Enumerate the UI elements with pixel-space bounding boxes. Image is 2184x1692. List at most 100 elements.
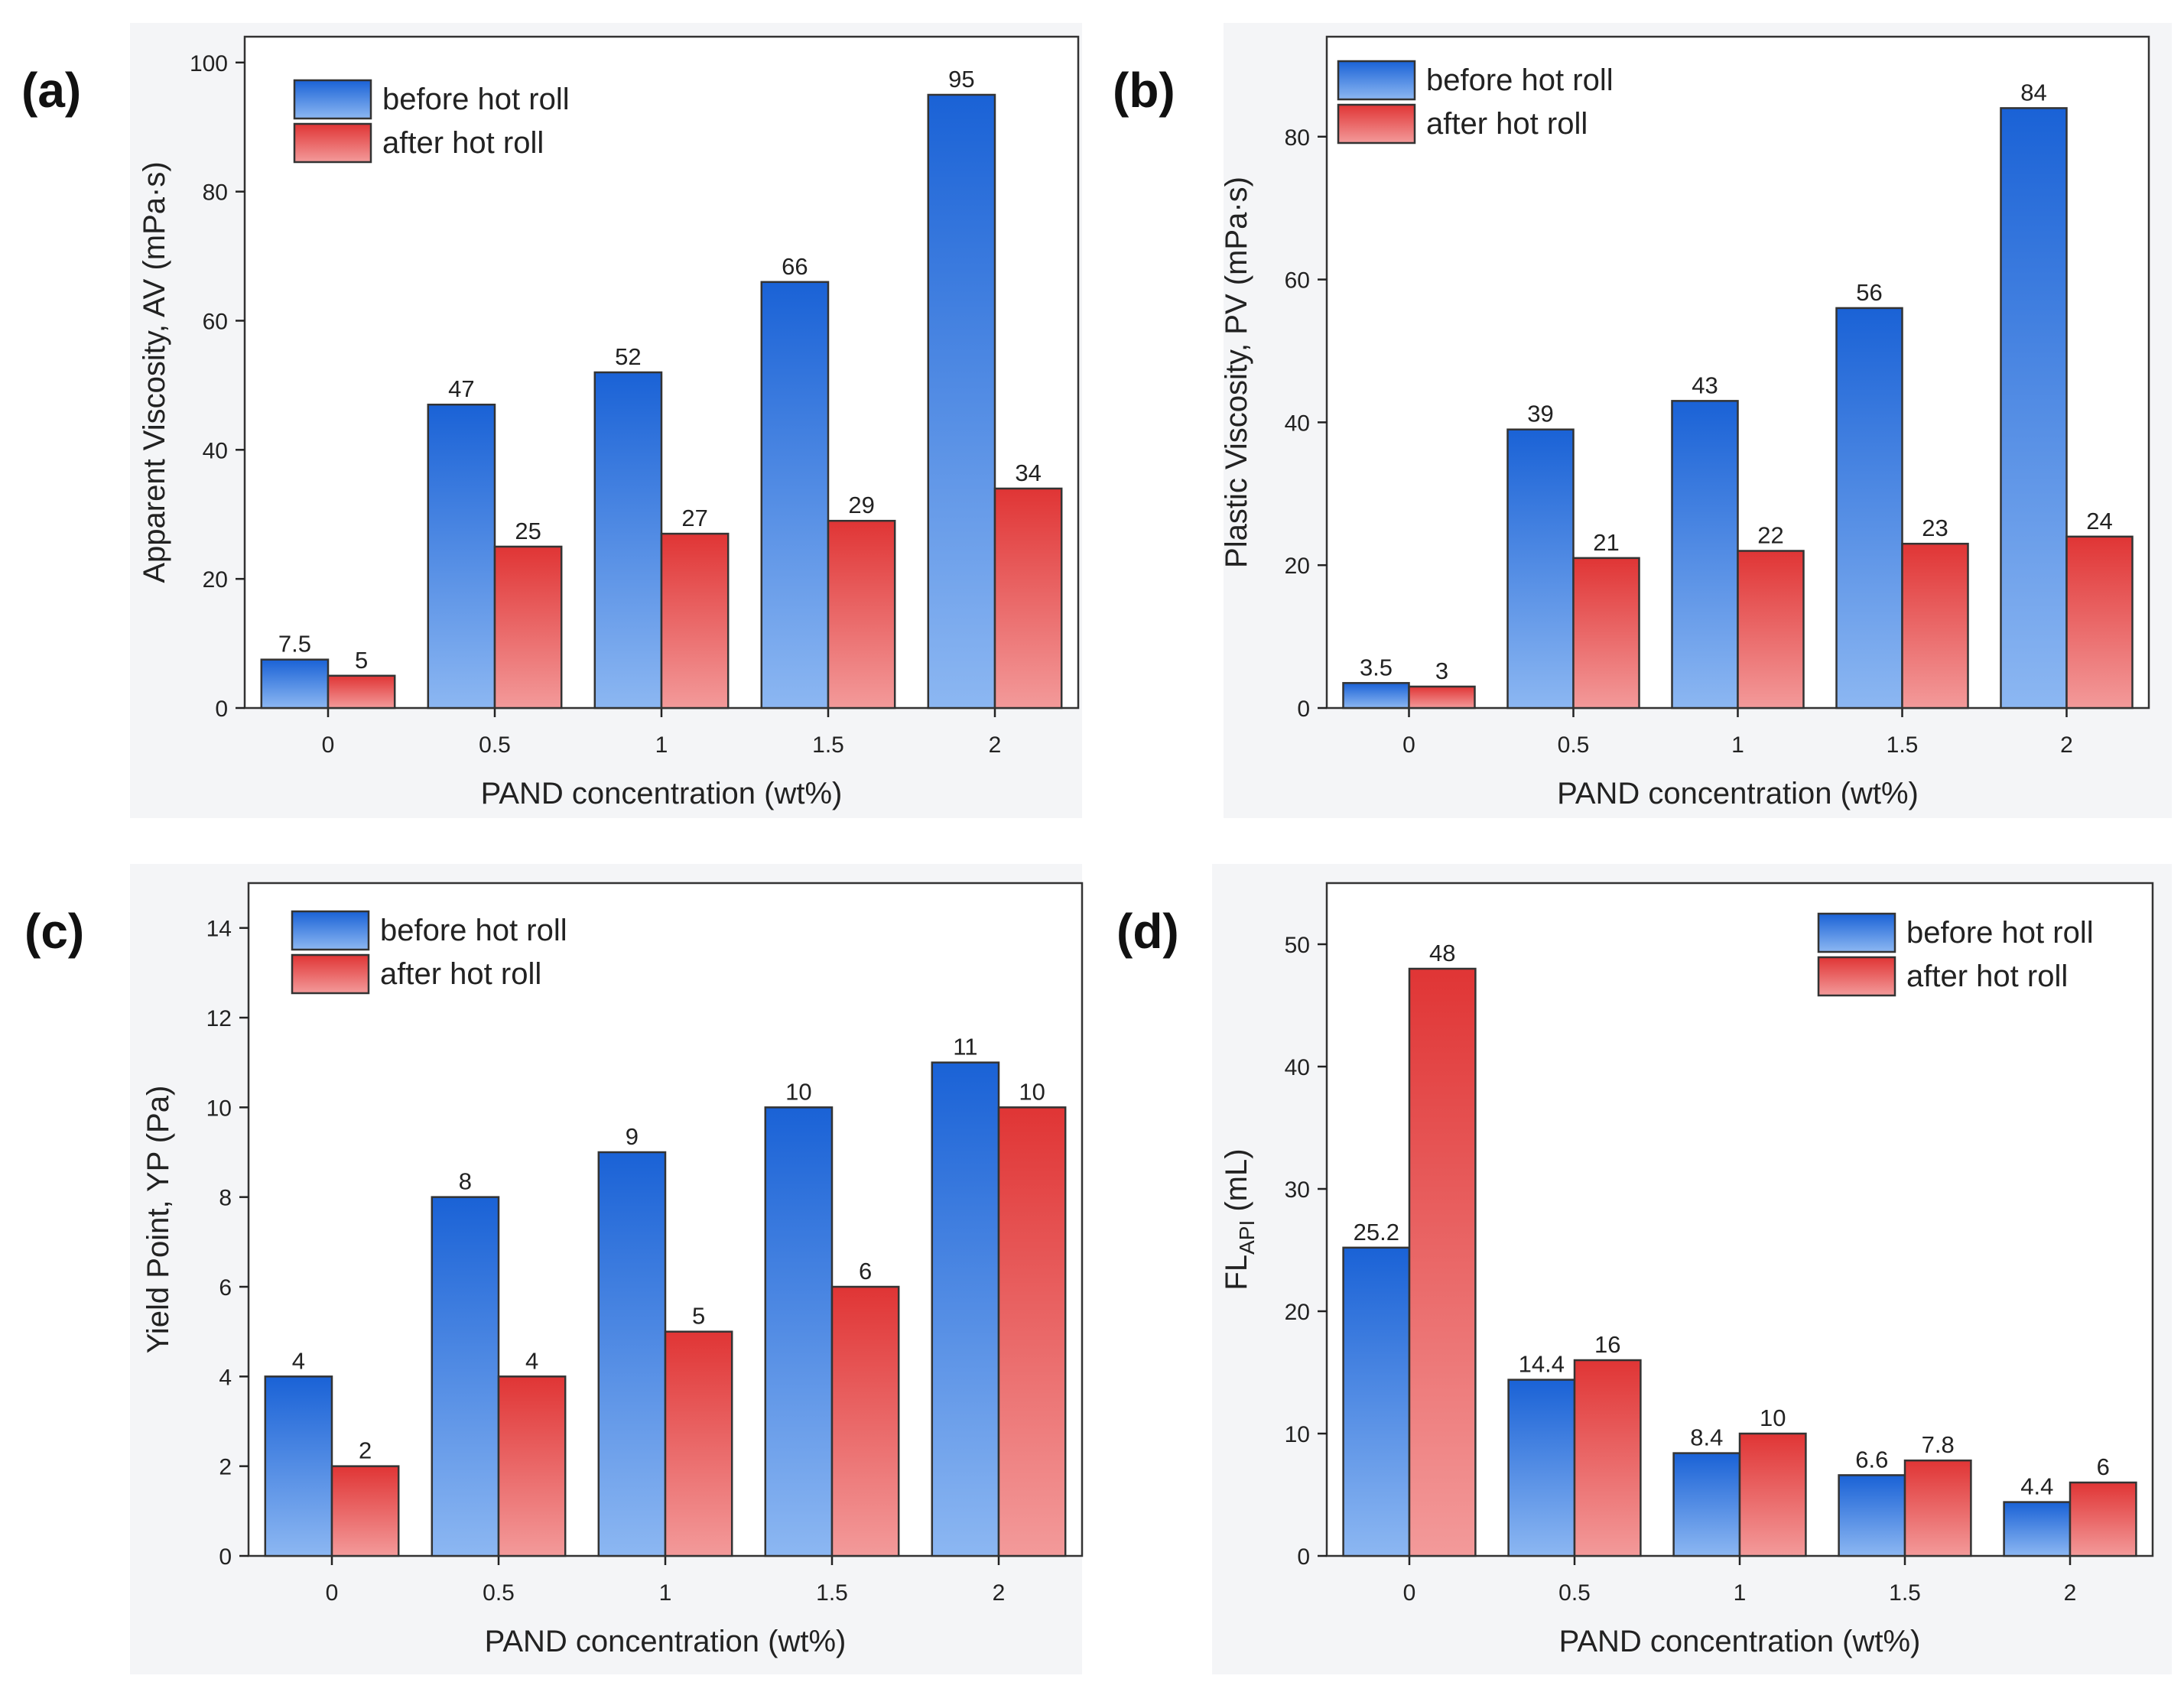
x-tick-label: 0	[326, 1580, 339, 1606]
bar-after-hot-roll	[997, 1106, 1067, 1557]
bar-after-hot-roll	[1737, 550, 1805, 710]
legend-label-before: before hot roll	[1426, 63, 1614, 97]
bar-before-hot-roll	[1672, 1452, 1741, 1557]
bar-after-hot-roll	[1408, 685, 1476, 710]
panel-label: (a)	[21, 63, 81, 118]
legend-label-before: before hot roll	[382, 83, 570, 116]
y-axis-label: FLAPI (mL)	[1220, 1148, 1259, 1290]
y-tick-label: 4	[219, 1365, 232, 1390]
bar-after-hot-roll	[330, 1465, 400, 1557]
data-label: 7.8	[1922, 1431, 1955, 1458]
bar-after-hot-roll	[993, 487, 1063, 710]
y-tick-label: 10	[1285, 1422, 1310, 1447]
data-label: 66	[782, 253, 808, 280]
x-tick-label: 1	[1731, 732, 1744, 758]
x-tick-label: 1	[655, 732, 668, 758]
y-tick-label: 20	[1285, 554, 1310, 579]
x-tick-label: 2	[2060, 732, 2073, 758]
data-label: 4.4	[2020, 1473, 2053, 1500]
legend-label-after: after hot roll	[1426, 107, 1588, 141]
bar-before-hot-roll	[431, 1196, 500, 1557]
y-tick-label: 20	[1285, 1300, 1310, 1325]
legend-label-after: after hot roll	[1906, 960, 2068, 993]
data-label: 34	[1015, 460, 1041, 486]
y-tick-label: 10	[206, 1096, 232, 1121]
data-label: 8	[459, 1168, 472, 1195]
y-axis-label: Apparent Viscosity, AV (mPa·s)	[138, 161, 171, 583]
data-label: 52	[615, 343, 641, 370]
bar-before-hot-roll	[1671, 400, 1739, 710]
x-tick-label: 1	[659, 1580, 672, 1606]
y-tick-label: 40	[1285, 1055, 1310, 1080]
legend-swatch-before	[293, 79, 372, 120]
y-tick-label: 0	[215, 697, 228, 722]
legend-swatch-before	[1337, 60, 1416, 101]
legend-swatch-after	[291, 953, 370, 995]
bar-before-hot-roll	[2003, 1501, 2072, 1557]
y-tick-label: 50	[1285, 933, 1310, 958]
legend: before hot roll after hot roll	[1817, 912, 2094, 997]
x-tick-label: 1.5	[816, 1580, 848, 1606]
x-tick-label: 1	[1734, 1580, 1747, 1606]
legend-label-before: before hot roll	[1906, 916, 2094, 950]
bar-before-hot-roll	[927, 93, 996, 710]
data-label: 39	[1527, 401, 1553, 427]
y-tick-label: 60	[1285, 268, 1310, 294]
bar-before-hot-roll	[1342, 1246, 1411, 1557]
data-label: 10	[1760, 1405, 1786, 1431]
data-label: 24	[2086, 508, 2112, 534]
y-tick-label: 0	[1297, 1544, 1310, 1570]
bar-before-hot-roll	[1507, 1379, 1576, 1557]
x-tick-label: 1.5	[1887, 732, 1919, 758]
data-label: 6	[859, 1258, 872, 1284]
x-tick-label: 2	[993, 1580, 1006, 1606]
data-label: 23	[1922, 515, 1948, 541]
bar-after-hot-roll	[327, 674, 396, 710]
data-label: 10	[1019, 1078, 1045, 1105]
legend: before hot roll after hot roll	[293, 79, 570, 164]
bar-after-hot-roll	[827, 519, 896, 710]
bar-after-hot-roll	[660, 532, 730, 710]
y-tick-label: 20	[203, 567, 228, 593]
panel-label: (b)	[1113, 63, 1175, 118]
y-tick-label: 2	[219, 1455, 232, 1480]
bar-before-hot-roll	[1506, 428, 1575, 710]
panels: (a)02040608010007.550.54725152271.566292…	[21, 23, 2172, 1674]
data-label: 11	[953, 1034, 977, 1060]
data-label: 22	[1757, 522, 1783, 549]
bar-after-hot-roll	[1901, 542, 1969, 710]
data-label: 29	[848, 492, 874, 518]
y-tick-label: 0	[219, 1544, 232, 1570]
x-tick-label: 0.5	[479, 732, 511, 758]
data-label: 27	[681, 505, 707, 531]
data-label: 25	[515, 518, 541, 544]
data-label: 10	[785, 1078, 811, 1105]
data-label: 5	[355, 647, 368, 674]
legend-label-after: after hot roll	[380, 957, 541, 991]
x-axis-label: PAND concentration (wt%)	[1557, 777, 1919, 810]
data-label: 84	[2020, 79, 2046, 106]
x-tick-label: 0.5	[1558, 1580, 1591, 1606]
data-label: 3.5	[1360, 654, 1393, 680]
x-tick-label: 0	[1403, 1580, 1416, 1606]
data-label: 47	[448, 375, 474, 402]
x-tick-label: 1.5	[1889, 1580, 1921, 1606]
legend-swatch-after	[1337, 103, 1416, 145]
bar-before-hot-roll	[1835, 307, 1903, 710]
bar-before-hot-roll	[931, 1061, 1000, 1557]
bar-before-hot-roll	[264, 1375, 333, 1557]
data-label: 4	[292, 1347, 305, 1374]
data-label: 25.2	[1354, 1219, 1399, 1245]
legend-swatch-after	[293, 122, 372, 164]
data-label: 43	[1692, 372, 1718, 398]
y-tick-label: 100	[190, 51, 228, 76]
bar-before-hot-roll	[427, 403, 496, 710]
x-tick-label: 2	[2064, 1580, 2077, 1606]
bar-before-hot-roll	[593, 371, 663, 710]
data-label: 2	[359, 1437, 372, 1464]
legend-label-before: before hot roll	[380, 914, 567, 947]
y-tick-label: 30	[1285, 1177, 1310, 1203]
data-label: 4	[525, 1347, 538, 1374]
bar-after-hot-roll	[664, 1330, 733, 1557]
data-label: 16	[1594, 1331, 1620, 1358]
